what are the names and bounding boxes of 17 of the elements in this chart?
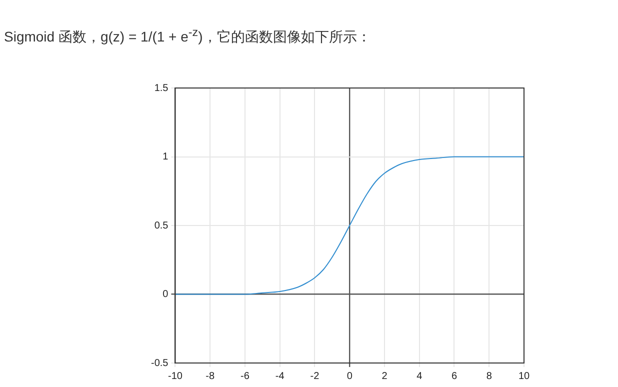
x-tick-label: 8 xyxy=(486,370,492,382)
x-tick-label: 0 xyxy=(346,370,353,382)
x-tick-label: 6 xyxy=(451,370,458,382)
x-tick-label: 4 xyxy=(416,370,423,382)
y-tick-label: 1 xyxy=(162,152,169,162)
x-tick-label: -2 xyxy=(310,370,320,382)
x-tick-label: -4 xyxy=(275,370,285,382)
chart-title: Sigmoid 函数，g(z) = 1/(1 + e$^{-z}$)，它的函数图像如下所示： xyxy=(4,26,371,47)
y-tick-label: 0.5 xyxy=(154,220,169,232)
x-tick-label: 2 xyxy=(382,370,388,382)
y-tick-label: -0.5 xyxy=(150,358,169,369)
x-tick-label: -6 xyxy=(240,370,250,382)
y-tick-label: 1.5 xyxy=(154,82,169,94)
y-tick-label: 0 xyxy=(162,289,169,300)
x-tick-label: -10 xyxy=(168,370,183,382)
x-tick-label: 10 xyxy=(518,370,530,382)
x-tick-label: -8 xyxy=(206,370,215,382)
